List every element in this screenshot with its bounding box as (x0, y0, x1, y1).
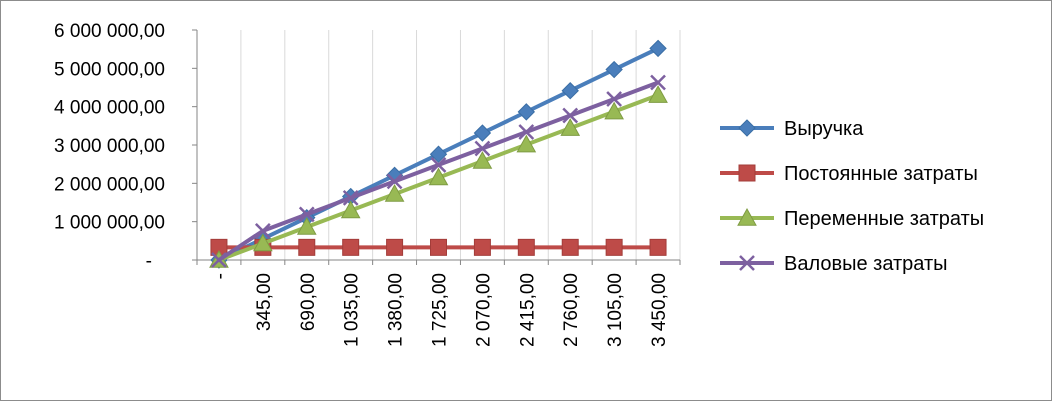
y-tick-label: 3 000 000,00 (54, 136, 165, 157)
x-marker-stroke (342, 190, 359, 206)
gridlines (240, 30, 681, 260)
data-point (605, 60, 623, 79)
legend-swatch-marker (738, 119, 756, 137)
x-marker-stroke (430, 157, 447, 173)
data-point (562, 107, 579, 124)
y-tick-label: 2 000 000,00 (54, 174, 165, 195)
y-tick-label: 1 000 000,00 (54, 213, 165, 234)
data-point (428, 167, 449, 186)
data-point (430, 238, 447, 256)
x-tick-label: 1 725,00 (430, 273, 451, 347)
legend-label: Валовые затраты (784, 253, 948, 275)
data-point (604, 101, 624, 120)
data-point (561, 238, 579, 256)
data-point (473, 124, 492, 142)
x-tick-label: 3 450,00 (649, 273, 670, 347)
data-point (254, 222, 271, 239)
data-point (517, 103, 536, 121)
data-point (648, 85, 668, 103)
legend-entry: Постоянные затраты (720, 163, 978, 185)
legend-label: Постоянные затраты (784, 163, 978, 185)
y-tick-label: 4 000 000,00 (54, 98, 165, 119)
legend-label: Переменные затраты (784, 208, 984, 230)
data-point (342, 238, 360, 256)
series-3 (209, 85, 668, 268)
legend-swatch-marker (738, 164, 756, 182)
legend-label: Выручка (784, 118, 864, 140)
data-point (649, 238, 667, 256)
data-point (298, 206, 315, 223)
x-tick-label: 1 035,00 (342, 273, 363, 347)
x-marker-stroke (298, 206, 315, 223)
x-marker-stroke (606, 91, 623, 107)
data-point (211, 252, 227, 268)
data-point (298, 238, 316, 256)
x-tick-label: 2 760,00 (561, 273, 582, 347)
legend-entry: Выручка (720, 118, 864, 140)
data-point (473, 238, 491, 256)
data-point (605, 238, 623, 256)
series-2 (210, 238, 667, 256)
series-4 (211, 74, 666, 268)
x-tick-label: - (210, 273, 231, 279)
legend-entry: Валовые затраты (720, 253, 948, 275)
legend-swatch-marker (737, 207, 757, 226)
x-tick-label: 3 105,00 (605, 273, 626, 347)
x-marker-stroke (386, 173, 403, 190)
axes: - 1 000 000,00 2 000 000,00 3 000 000,00 4 0… (54, 21, 681, 347)
data-point (561, 82, 579, 100)
data-point (472, 151, 493, 169)
x-marker-stroke (254, 222, 271, 239)
data-point (474, 140, 491, 157)
legend: Выручка Постоянные затраты Переменные затр… (720, 118, 984, 275)
data-point (253, 233, 273, 252)
data-point (516, 134, 537, 153)
x-tick-label: 690,00 (298, 273, 319, 331)
x-marker-stroke (211, 252, 227, 268)
y-tick-label: 5 000 000,00 (54, 59, 165, 80)
data-point (429, 145, 448, 163)
legend-entry: Переменные затраты (720, 207, 984, 230)
data-point (296, 217, 317, 235)
series (209, 39, 668, 269)
series-1 (210, 39, 667, 269)
data-point (386, 238, 404, 256)
data-point (342, 190, 359, 206)
y-tick-label: - (146, 251, 152, 272)
data-point (384, 184, 405, 202)
x-tick-label: 2 415,00 (517, 273, 538, 347)
x-marker-stroke (739, 255, 755, 271)
x-marker-stroke (518, 124, 535, 140)
y-tick-label: 6 000 000,00 (54, 21, 165, 42)
x-marker-stroke (474, 140, 491, 157)
data-point (518, 124, 535, 140)
legend-swatch-marker (739, 255, 755, 271)
x-tick-label: 2 070,00 (473, 273, 494, 347)
x-tick-label: 1 380,00 (386, 273, 407, 347)
data-point (560, 118, 581, 136)
data-point (340, 200, 361, 219)
x-marker-stroke (650, 74, 666, 91)
data-point (386, 173, 403, 190)
x-tick-label: 345,00 (254, 273, 275, 331)
data-point (650, 74, 666, 91)
data-point (430, 157, 447, 173)
data-point (606, 91, 623, 107)
x-marker-stroke (562, 107, 579, 124)
data-point (649, 39, 667, 58)
data-point (517, 238, 535, 256)
